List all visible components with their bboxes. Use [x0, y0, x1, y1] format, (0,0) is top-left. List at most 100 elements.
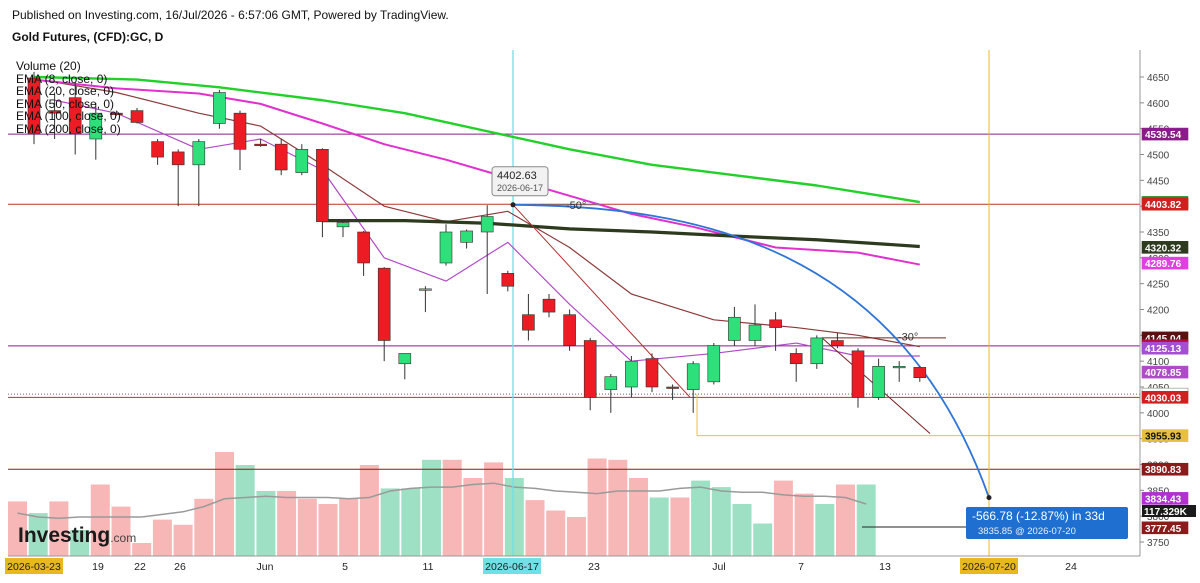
candle-body [295, 149, 309, 173]
legend-ema100[interactable]: EMA (100, close, 0) [16, 109, 121, 124]
volume-bar [711, 487, 731, 556]
candle-body [68, 97, 82, 135]
price-tick-label: 3750 [1147, 538, 1170, 549]
candle-body [789, 353, 803, 365]
crosshair-tooltip-box [491, 166, 549, 197]
angle-label-2: -30° [898, 332, 918, 344]
legend-ema8[interactable]: EMA (8, close, 0) [16, 71, 108, 86]
candle-body [89, 112, 103, 140]
volume-value-tag [1142, 505, 1196, 517]
volume-bar [90, 484, 110, 556]
time-tick-label: Jul [712, 561, 725, 573]
legend-ema50[interactable]: EMA (50, close, 0) [16, 96, 115, 111]
projection-arc [512, 203, 990, 498]
projection-start-dot [510, 202, 516, 208]
candle-body [686, 363, 700, 390]
ema-line [33, 78, 920, 266]
price-label-tag [1141, 391, 1189, 404]
time-axis: 2026-03-23 19 22 26 Jun 5 11 2026-06-17 23 Jul 7 13… [5, 558, 1077, 574]
volume-bar [215, 452, 234, 556]
price-label-tag [1141, 521, 1189, 535]
volume-bar [235, 465, 255, 556]
projection-result-box [966, 507, 1128, 539]
time-tick-label: 19 [92, 561, 104, 573]
investing-logo: Investing.com [18, 524, 136, 548]
price-label-tag [1141, 197, 1189, 211]
candle-body [439, 231, 453, 264]
volume-bar [608, 459, 628, 556]
volume-bar [732, 504, 752, 556]
projection-result-text: -566.78 (-12.87%) in 33d [972, 509, 1105, 523]
trendline-1 [512, 204, 691, 398]
candle-body [501, 273, 515, 287]
candle-body [851, 350, 865, 398]
candle-body [151, 141, 164, 158]
candle-body [707, 345, 721, 383]
candle-body [460, 230, 473, 243]
price-label-tag [1141, 492, 1189, 505]
price-tick-label: 4000 [1147, 409, 1170, 420]
volume-bar [49, 501, 69, 556]
candle-body [522, 314, 535, 331]
volume-bar [670, 497, 690, 556]
candle-body [274, 143, 288, 171]
candle-body [892, 366, 906, 369]
volume-bar [442, 459, 462, 556]
volume-bar [70, 530, 90, 556]
price-tick-label: 4350 [1147, 228, 1170, 239]
candle-body [625, 360, 638, 388]
legend-volume[interactable]: Volume (20) [16, 59, 81, 73]
price-label-text: 4125.13 [1145, 344, 1182, 355]
price-label-text: 3777.45 [1145, 524, 1182, 535]
price-label-text: 4289.76 [1145, 259, 1182, 270]
ema-layer [33, 75, 920, 362]
candle-body [604, 376, 618, 390]
volume-bar [8, 501, 27, 556]
price-tick-label: 4650 [1147, 73, 1170, 84]
price-label-text: 3890.83 [1145, 465, 1182, 476]
price-tick-label: 4500 [1147, 151, 1170, 162]
candle-body [316, 149, 329, 222]
time-tick-label: 5 [342, 561, 348, 573]
volume-bar [773, 480, 793, 556]
volume-bar [28, 513, 48, 556]
projection-end-dot [986, 495, 992, 501]
candle-body [213, 92, 226, 124]
time-tick-label: 2026-07-20 [962, 561, 1016, 573]
volume-bar [359, 465, 379, 556]
volume-bar [132, 543, 152, 556]
time-tick-label: 23 [588, 561, 600, 573]
time-tick-label: 13 [879, 561, 891, 573]
volume-bar [794, 493, 814, 556]
volume-bar [339, 498, 359, 556]
volume-bar [256, 491, 276, 556]
volume-bar [629, 478, 648, 556]
volume-bar [111, 506, 131, 556]
candle-body [748, 324, 762, 341]
price-label-text: 4403.82 [1145, 200, 1182, 211]
projection-target-text: 3835.85 @ 2026-07-20 [978, 526, 1076, 537]
price-label-tag [1141, 127, 1189, 141]
volume-bar [504, 478, 524, 556]
price-label-text: 4145.04 [1145, 334, 1182, 345]
crosshair-tooltip-price: 4402.63 [497, 170, 537, 182]
legend-ema200[interactable]: EMA (200, close, 0) [16, 121, 121, 136]
volume-bar [587, 458, 607, 556]
price-label-tag [1141, 341, 1189, 355]
volume-bar [463, 478, 483, 556]
price-label-tag [1141, 429, 1189, 442]
volume-bar [566, 517, 586, 556]
candles-layer [27, 71, 927, 413]
candle-body [377, 267, 391, 341]
candle-body [398, 353, 412, 365]
price-labels: 4539.544407.214403.824320.324289.764145.… [1141, 127, 1189, 535]
legend-ema20[interactable]: EMA (20, close, 0) [16, 84, 115, 99]
time-label-highlight [483, 558, 541, 574]
candle-body [480, 216, 494, 233]
candle-body [110, 112, 123, 115]
volume-bar [277, 491, 297, 556]
volume-bar [297, 498, 317, 556]
candle-body [27, 77, 41, 135]
